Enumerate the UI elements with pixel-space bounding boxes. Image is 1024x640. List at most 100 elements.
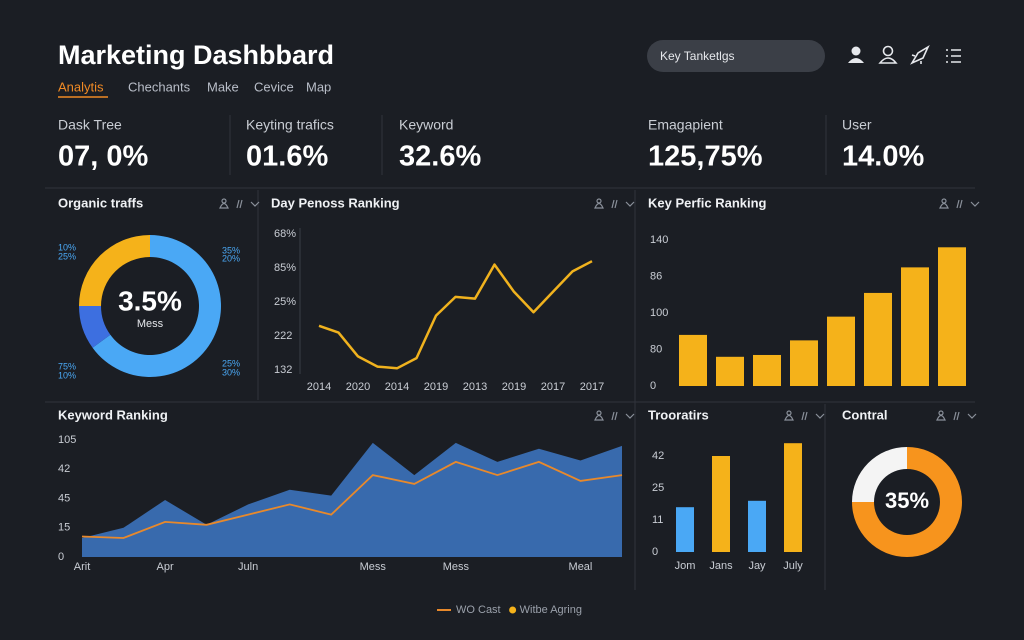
x-tick-label: Meal — [569, 561, 593, 573]
y-tick-label: 45 — [58, 492, 70, 504]
x-tick-label: Mess — [360, 561, 387, 573]
annotation: 10% — [58, 370, 76, 380]
kpi-value: 07, 0% — [58, 141, 148, 173]
y-tick-label: 0 — [58, 551, 64, 563]
x-tick-label: July — [783, 560, 803, 572]
bar — [784, 443, 802, 552]
kpi-value: 32.6% — [399, 141, 481, 173]
bar — [827, 316, 855, 386]
kpi-label: User — [842, 117, 872, 133]
x-tick-label: Apr — [157, 561, 174, 573]
bar — [676, 507, 694, 552]
panel-menu-icon[interactable] — [936, 410, 977, 421]
x-tick-label: Jans — [709, 560, 733, 572]
search-placeholder[interactable]: Key Tanketlgs — [660, 49, 735, 63]
kpi-label: Dask Tree — [58, 117, 122, 133]
x-tick-label: Jom — [675, 560, 696, 572]
x-tick-label: Juln — [238, 561, 258, 573]
kpi-label: Keyting trafics — [246, 117, 334, 133]
center-sublabel: Mess — [137, 318, 164, 330]
x-tick-label: 2014 — [307, 381, 331, 393]
legend-marker — [509, 606, 517, 614]
x-tick-label: 2017 — [580, 381, 604, 393]
x-tick-label: Arit — [74, 561, 91, 573]
search-box[interactable] — [647, 40, 825, 72]
y-tick-label: 86 — [650, 270, 662, 282]
y-tick-label: 132 — [274, 364, 292, 376]
donut-segment — [79, 306, 111, 348]
launch-icon[interactable] — [909, 44, 930, 65]
y-tick-label: 85% — [274, 262, 296, 274]
profile-icon[interactable] — [878, 45, 898, 64]
y-tick-label: 15 — [58, 522, 70, 534]
y-tick-label: 100 — [650, 307, 668, 319]
annotation: 10% — [58, 242, 76, 252]
nav-tab[interactable]: Cevice — [254, 79, 294, 94]
nav-tab[interactable]: Analytis — [58, 79, 104, 94]
panel-title: Key Perfic Ranking — [648, 195, 767, 210]
bar — [748, 500, 766, 552]
line — [81, 460, 623, 539]
y-tick-label: 105 — [58, 434, 76, 446]
x-tick-label: 2014 — [385, 381, 409, 393]
y-tick-label: 0 — [652, 546, 658, 558]
x-tick-label: 2019 — [502, 381, 526, 393]
panel-menu-icon[interactable] — [219, 198, 260, 209]
y-tick-label: 0 — [650, 380, 656, 392]
x-tick-label: Mess — [443, 561, 470, 573]
donut-segment — [852, 447, 962, 557]
annotation: 20% — [222, 253, 240, 263]
panel-menu-icon[interactable] — [784, 410, 825, 421]
y-tick-label: 140 — [650, 234, 668, 246]
donut-segment — [79, 235, 150, 306]
x-tick-label: Jay — [748, 560, 766, 572]
y-tick-label: 25 — [652, 482, 664, 494]
x-tick-label: 2013 — [463, 381, 487, 393]
y-tick-label: 11 — [652, 514, 663, 526]
kpi-label: Emagapient — [648, 117, 723, 133]
y-tick-label: 42 — [652, 450, 664, 462]
panel-menu-icon[interactable] — [594, 198, 635, 209]
panel-menu-icon[interactable] — [939, 198, 980, 209]
panel-menu-icon[interactable] — [594, 410, 635, 421]
bar — [753, 354, 781, 386]
x-tick-label: 2019 — [424, 381, 448, 393]
bar — [679, 334, 707, 386]
user-icon[interactable] — [848, 46, 864, 64]
bar — [901, 267, 929, 386]
panel-title: Contral — [842, 407, 888, 422]
kpi-value: 125,75% — [648, 141, 763, 173]
page-title: Marketing Dashbbard — [58, 40, 334, 70]
annotation: 25% — [58, 251, 76, 261]
panel-title: Organic traffs — [58, 195, 143, 210]
donut-segment — [852, 447, 907, 502]
bar — [790, 340, 818, 386]
y-tick-label: 25% — [274, 296, 296, 308]
x-tick-label: 2017 — [541, 381, 565, 393]
donut-segment — [92, 235, 221, 377]
y-tick-label: 222 — [274, 330, 292, 342]
menu-icon[interactable] — [946, 49, 961, 63]
x-tick-label: 2020 — [346, 381, 370, 393]
bar — [712, 456, 730, 552]
kpi-label: Keyword — [399, 117, 453, 133]
line — [318, 260, 593, 370]
annotation: 75% — [58, 361, 76, 371]
bar — [716, 356, 744, 386]
y-tick-label: 80 — [650, 343, 662, 355]
legend-label: WO Cast — [456, 604, 501, 616]
center-label: 35% — [885, 488, 929, 513]
nav-tab[interactable]: Map — [306, 79, 331, 94]
nav-tab[interactable]: Make — [207, 79, 239, 94]
panel-title: Day Penoss Ranking — [271, 195, 400, 210]
panel-title: Trooratirs — [648, 407, 709, 422]
center-label: 3.5% — [118, 285, 182, 316]
nav-tab[interactable]: Chechants — [128, 79, 191, 94]
annotation: 30% — [222, 367, 240, 377]
annotation: 25% — [222, 358, 240, 368]
bar — [938, 247, 966, 386]
y-tick-label: 68% — [274, 228, 296, 240]
annotation: 35% — [222, 245, 240, 255]
y-tick-label: 42 — [58, 463, 70, 475]
